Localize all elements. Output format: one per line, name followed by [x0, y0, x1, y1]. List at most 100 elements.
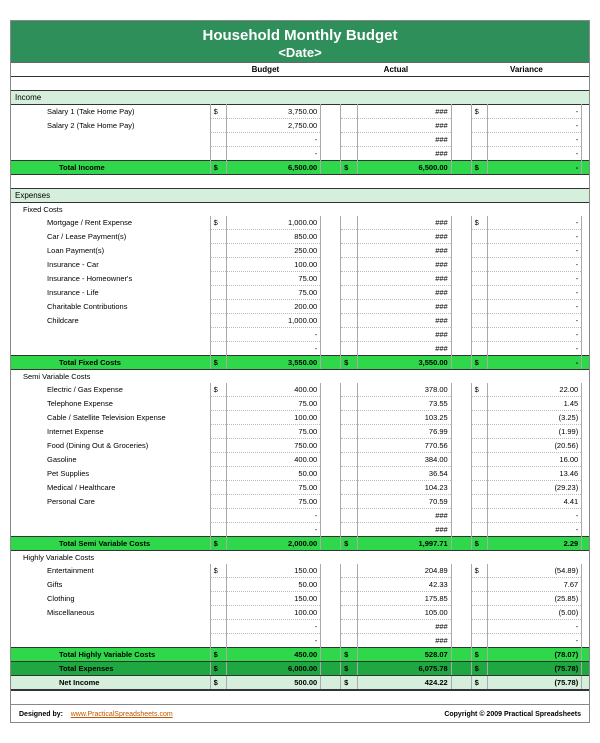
- page-title: Household Monthly Budget: [11, 27, 589, 44]
- total-label: Total Semi Variable Costs: [11, 537, 210, 551]
- cell-budget: 75.00: [227, 286, 321, 300]
- cell-budget: 2,750.00: [227, 119, 321, 133]
- footer-link[interactable]: www.PracticalSpreadsheets.com: [71, 711, 173, 718]
- total-label: Total Fixed Costs: [11, 356, 210, 370]
- total-variance: (75.78): [488, 662, 582, 676]
- cell-actual: ###: [357, 258, 451, 272]
- cell-variance: -: [488, 328, 582, 342]
- row-label: Electric / Gas Expense: [11, 383, 210, 397]
- cell-budget: -: [227, 523, 321, 537]
- total-label: Net Income: [11, 676, 210, 691]
- cell-actual: 378.00: [357, 383, 451, 397]
- cell-variance: -: [488, 286, 582, 300]
- cell-actual: ###: [357, 634, 451, 648]
- total-budget: 6,000.00: [227, 662, 321, 676]
- cell-budget: 400.00: [227, 383, 321, 397]
- cell-variance: (3.25): [488, 411, 582, 425]
- cell-variance: 16.00: [488, 453, 582, 467]
- cell-variance: -: [488, 342, 582, 356]
- total-label: Total Highly Variable Costs: [11, 648, 210, 662]
- cell-variance: 1.45: [488, 397, 582, 411]
- row-label: [11, 509, 210, 523]
- header: Household Monthly Budget <Date>: [11, 21, 589, 63]
- cell-variance: -: [488, 634, 582, 648]
- cell-variance: -: [488, 620, 582, 634]
- total-budget: 450.00: [227, 648, 321, 662]
- cell-budget: 75.00: [227, 481, 321, 495]
- cell-budget: 100.00: [227, 606, 321, 620]
- cell-budget: -: [227, 634, 321, 648]
- cell-actual: ###: [357, 244, 451, 258]
- cell-actual: 73.55: [357, 397, 451, 411]
- cell-actual: ###: [357, 300, 451, 314]
- row-label: Pet Supplies: [11, 467, 210, 481]
- cell-budget: 50.00: [227, 578, 321, 592]
- row-label: Car / Lease Payment(s): [11, 230, 210, 244]
- row-label: Food (Dining Out & Groceries): [11, 439, 210, 453]
- row-label: Gifts: [11, 578, 210, 592]
- group-label: Fixed Costs: [11, 203, 589, 217]
- group-label: Highly Variable Costs: [11, 551, 589, 565]
- row-label: Loan Payment(s): [11, 244, 210, 258]
- cell-budget: 850.00: [227, 230, 321, 244]
- total-actual: 528.07: [357, 648, 451, 662]
- cell-actual: ###: [357, 620, 451, 634]
- cell-actual: ###: [357, 230, 451, 244]
- cell-actual: 42.33: [357, 578, 451, 592]
- row-label: [11, 523, 210, 537]
- cell-budget: 200.00: [227, 300, 321, 314]
- cell-actual: 104.23: [357, 481, 451, 495]
- cell-actual: ###: [357, 286, 451, 300]
- cell-budget: 3,750.00: [227, 105, 321, 119]
- cell-budget: -: [227, 342, 321, 356]
- cell-actual: ###: [357, 342, 451, 356]
- cell-variance: -: [488, 300, 582, 314]
- total-actual: 3,550.00: [357, 356, 451, 370]
- cell-variance: (54.89): [488, 564, 582, 578]
- cell-variance: (29.23): [488, 481, 582, 495]
- row-label: Clothing: [11, 592, 210, 606]
- cell-variance: 13.46: [488, 467, 582, 481]
- cell-variance: (25.85): [488, 592, 582, 606]
- cell-variance: -: [488, 244, 582, 258]
- cell-budget: 75.00: [227, 272, 321, 286]
- cell-variance: 7.67: [488, 578, 582, 592]
- row-label: Childcare: [11, 314, 210, 328]
- cell-actual: ###: [357, 272, 451, 286]
- total-budget: 3,550.00: [227, 356, 321, 370]
- total-variance: -: [488, 161, 582, 175]
- cell-actual: 36.54: [357, 467, 451, 481]
- total-variance: 2.29: [488, 537, 582, 551]
- total-variance: (75.78): [488, 676, 582, 691]
- cell-variance: -: [488, 258, 582, 272]
- cell-variance: -: [488, 314, 582, 328]
- cell-variance: -: [488, 523, 582, 537]
- cell-budget: -: [227, 328, 321, 342]
- copyright: Copyright © 2009 Practical Spreadsheets: [444, 711, 581, 718]
- cell-budget: 750.00: [227, 439, 321, 453]
- budget-sheet: Household Monthly Budget <Date> BudgetAc…: [10, 20, 590, 723]
- row-label: Insurance - Car: [11, 258, 210, 272]
- total-variance: -: [488, 356, 582, 370]
- col-variance: Variance: [471, 63, 582, 77]
- row-label: [11, 328, 210, 342]
- cell-variance: -: [488, 230, 582, 244]
- row-label: Telephone Expense: [11, 397, 210, 411]
- cell-variance: (1.99): [488, 425, 582, 439]
- row-label: [11, 147, 210, 161]
- cell-variance: -: [488, 119, 582, 133]
- total-actual: 1,997.71: [357, 537, 451, 551]
- cell-actual: 204.89: [357, 564, 451, 578]
- row-label: Salary 1 (Take Home Pay): [11, 105, 210, 119]
- row-label: [11, 634, 210, 648]
- row-label: Miscellaneous: [11, 606, 210, 620]
- cell-variance: (5.00): [488, 606, 582, 620]
- row-label: [11, 620, 210, 634]
- total-actual: 6,075.78: [357, 662, 451, 676]
- row-label: Mortgage / Rent Expense: [11, 216, 210, 230]
- cell-actual: ###: [357, 147, 451, 161]
- cell-variance: (20.56): [488, 439, 582, 453]
- cell-budget: -: [227, 147, 321, 161]
- cell-actual: 76.99: [357, 425, 451, 439]
- cell-actual: ###: [357, 119, 451, 133]
